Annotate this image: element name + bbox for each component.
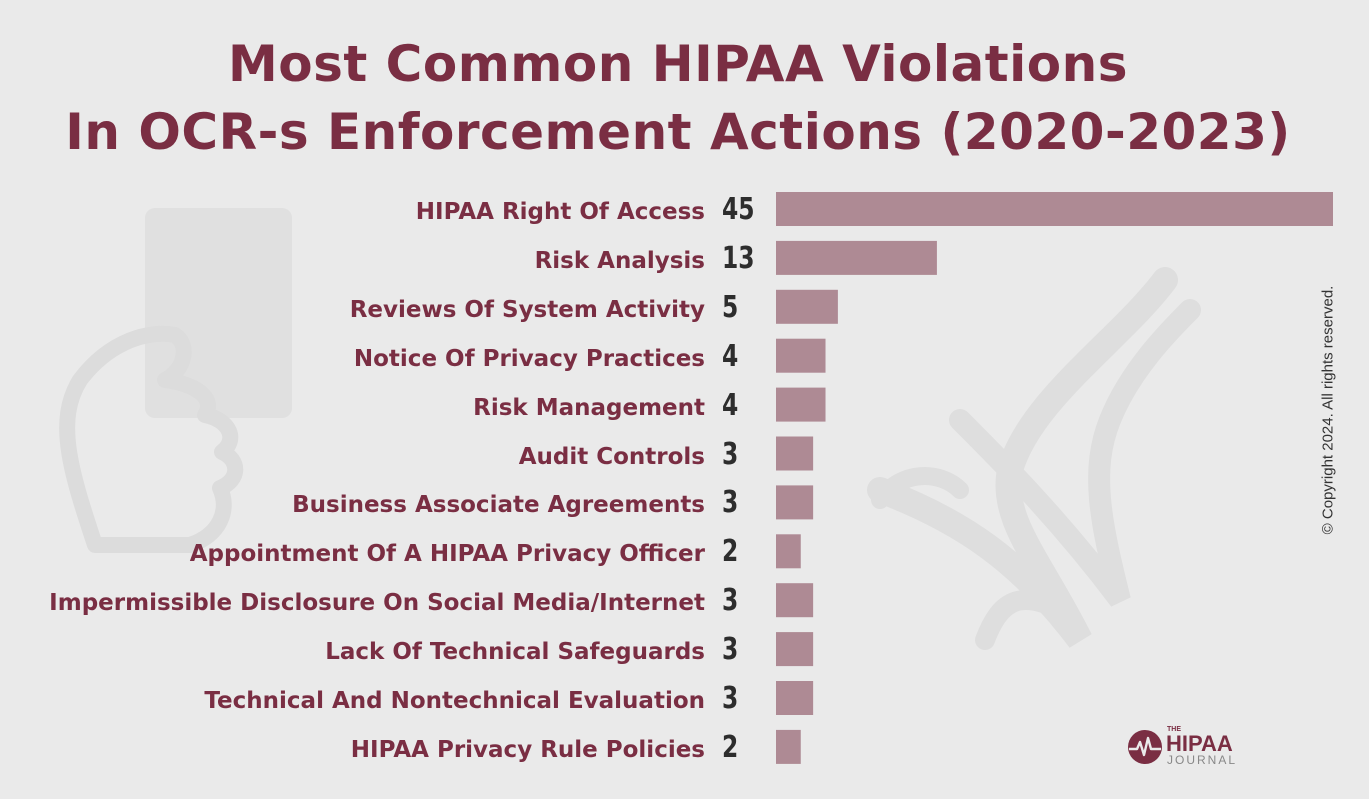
category-label-11: Technical And Nontechnical Evaluation: [204, 688, 705, 714]
title-line-1: Most Common HIPAA Violations: [227, 35, 1128, 93]
category-label-4: Notice Of Privacy Practices: [353, 345, 705, 372]
hipaa-journal-logo: THE HIPAA JOURNAL: [1126, 726, 1256, 768]
bar-11: [776, 681, 814, 715]
copyright-text: © Copyright 2024. All rights reserved.: [1319, 285, 1337, 535]
category-label-5: Risk Management: [473, 394, 705, 421]
value-label-5: 4: [722, 387, 739, 423]
eagle-swoosh-3: [975, 590, 1070, 650]
category-label-1: HIPAA Right Of Access: [415, 199, 705, 225]
value-label-6: 3: [722, 436, 739, 472]
logo-main: HIPAA: [1166, 731, 1233, 756]
bar-5: [776, 387, 826, 422]
value-label-12: 2: [722, 729, 739, 765]
value-label-10: 3: [722, 632, 739, 668]
value-label-7: 3: [722, 485, 739, 521]
bar-1: [776, 192, 1333, 226]
value-label-4: 4: [722, 338, 739, 374]
eagle-swoosh-2: [949, 299, 1201, 607]
category-label-10: Lack Of Technical Safeguards: [325, 639, 705, 666]
chart-title: Most Common HIPAA Violations In OCR-s En…: [0, 30, 1356, 166]
category-label-3: Reviews Of System Activity: [349, 296, 705, 323]
bar-9: [776, 583, 814, 618]
value-label-9: 3: [722, 583, 739, 619]
bar-12: [776, 729, 801, 764]
category-label-2: Risk Analysis: [534, 247, 705, 274]
bar-10: [776, 632, 814, 667]
logo-the: THE: [1167, 726, 1181, 733]
category-label-8: Appointment Of A HIPAA Privacy Officer: [189, 541, 705, 568]
value-label-3: 5: [722, 289, 739, 325]
eagle-head: [871, 467, 969, 509]
bar-6: [776, 436, 814, 471]
value-label-1: 45: [722, 192, 755, 227]
bar-4: [776, 338, 826, 373]
category-label-7: Business Associate Agreements: [292, 492, 705, 519]
eagle-swoosh-1: [867, 267, 1178, 648]
bar-7: [776, 485, 814, 520]
bar-3: [776, 289, 838, 324]
bar-2: [776, 240, 937, 275]
bar-8: [776, 534, 801, 569]
logo-sub: JOURNAL: [1167, 753, 1238, 767]
heartbeat-logo-icon: [1128, 730, 1162, 764]
category-label-12: HIPAA Privacy Rule Policies: [350, 736, 705, 763]
value-label-2: 13: [722, 240, 755, 276]
hand-shape: [59, 325, 244, 553]
title-line-2: In OCR-s Enforcement Actions (2020-2023): [65, 103, 1291, 161]
category-label-6: Audit Controls: [518, 443, 705, 470]
value-label-8: 2: [722, 534, 739, 570]
value-label-11: 3: [722, 681, 739, 716]
category-label-9: Impermissible Disclosure On Social Media…: [49, 590, 705, 617]
